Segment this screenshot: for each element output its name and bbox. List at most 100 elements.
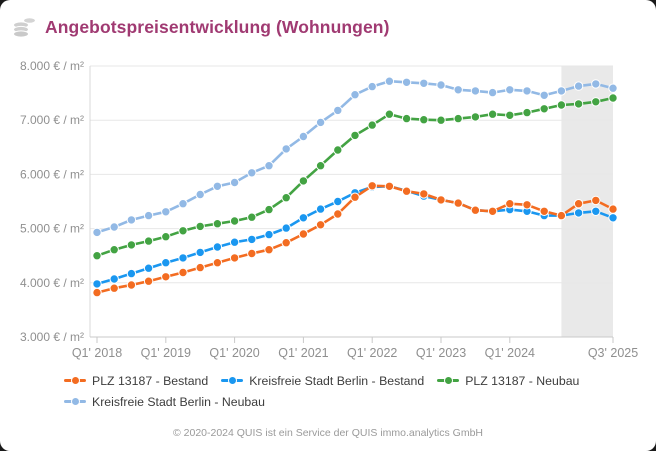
- data-point: [229, 177, 240, 188]
- x-axis-label: Q1' 2022: [347, 346, 397, 360]
- data-point: [178, 226, 188, 236]
- legend-marker: [437, 376, 460, 386]
- data-point: [505, 199, 515, 209]
- legend-marker: [64, 397, 86, 407]
- data-point: [333, 105, 343, 116]
- data-point: [384, 181, 395, 192]
- data-point: [195, 262, 205, 273]
- data-point: [522, 107, 532, 118]
- data-point: [298, 176, 309, 186]
- legend-marker: [221, 376, 244, 386]
- data-point: [573, 208, 584, 218]
- data-point: [401, 77, 412, 88]
- data-point: [195, 247, 205, 258]
- data-point: [229, 237, 240, 247]
- legend-item-4[interactable]: Kreisfreie Stadt Berlin - Neubau: [64, 395, 265, 409]
- data-point: [161, 272, 171, 282]
- data-point: [247, 212, 257, 222]
- data-point: [401, 186, 412, 196]
- legend-label: Kreisfreie Stadt Berlin - Neubau: [92, 394, 265, 409]
- data-point: [161, 258, 171, 268]
- data-point: [315, 117, 326, 128]
- x-axis-label: Q1' 2024: [485, 346, 535, 360]
- data-point: [247, 234, 257, 245]
- data-point: [143, 276, 154, 286]
- data-point: [195, 221, 205, 232]
- data-point: [556, 100, 567, 110]
- data-point: [487, 109, 498, 119]
- data-point: [161, 207, 171, 217]
- data-point: [401, 113, 412, 124]
- data-point: [298, 213, 309, 223]
- chart-legend: PLZ 13187 - Bestand Kreisfreie Stadt Berl…: [64, 372, 652, 414]
- data-point: [333, 196, 343, 207]
- data-point: [315, 204, 326, 214]
- legend-item-1[interactable]: PLZ 13187 - Bestand: [64, 374, 208, 388]
- price-trend-chart[interactable]: 3.000 € / m² 4.000 € / m² 5.000 € / m² 6.00…: [0, 0, 656, 370]
- data-point: [591, 195, 601, 206]
- legend-item-3[interactable]: PLZ 13187 - Neubau: [437, 374, 579, 388]
- data-point: [109, 274, 119, 284]
- data-point: [109, 245, 119, 255]
- data-point: [556, 210, 567, 221]
- data-point: [350, 192, 360, 202]
- data-point: [281, 144, 291, 154]
- legend-label: Kreisfreie Stadt Berlin - Bestand: [249, 373, 425, 388]
- data-point: [92, 279, 102, 289]
- legend-label: PLZ 13187 - Neubau: [465, 373, 580, 388]
- x-axis-label: Q1' 2019: [141, 346, 191, 360]
- legend-item-2[interactable]: Kreisfreie Stadt Berlin - Bestand: [221, 374, 424, 388]
- data-point: [436, 80, 446, 90]
- data-point: [92, 227, 102, 238]
- data-point: [178, 253, 188, 263]
- data-point: [367, 181, 377, 191]
- data-point: [556, 86, 567, 96]
- chart-title: Angebotspreisentwicklung (Wohnungen): [45, 16, 390, 37]
- data-point: [608, 83, 618, 93]
- data-point: [143, 210, 154, 221]
- data-point: [591, 206, 601, 217]
- y-axis-label: 8.000 € / m²: [20, 59, 84, 73]
- legend-label: PLZ 13187 - Bestand: [92, 373, 209, 388]
- data-point: [505, 110, 515, 121]
- data-point: [539, 104, 549, 114]
- data-point: [315, 220, 326, 230]
- data-point: [522, 200, 532, 210]
- data-point: [126, 268, 137, 279]
- data-point: [539, 90, 549, 101]
- data-point: [522, 86, 532, 96]
- data-point: [608, 213, 618, 223]
- data-point: [126, 215, 137, 225]
- chart-header: Angebotspreisentwicklung (Wohnungen): [12, 13, 390, 41]
- data-point: [436, 115, 446, 125]
- data-point: [384, 109, 395, 119]
- data-point: [298, 229, 309, 239]
- data-point: [212, 181, 223, 192]
- y-axis-label: 3.000 € / m²: [20, 330, 84, 344]
- data-point: [281, 223, 291, 233]
- data-point: [109, 222, 119, 232]
- data-point: [229, 216, 240, 226]
- data-point: [92, 251, 102, 261]
- y-axis-label: 5.000 € / m²: [20, 222, 84, 236]
- data-point: [505, 85, 515, 95]
- data-point: [143, 263, 154, 273]
- x-axis-label: Q1' 2021: [278, 346, 328, 360]
- data-point: [591, 79, 601, 89]
- legend-row: Kreisfreie Stadt Berlin - Neubau: [64, 393, 652, 410]
- copyright-text: © 2020-2024 QUIS ist ein Service der QUI…: [172, 427, 484, 439]
- data-point: [333, 209, 343, 219]
- data-point: [487, 87, 498, 98]
- data-point: [281, 238, 291, 248]
- data-point: [143, 236, 154, 246]
- data-point: [178, 199, 188, 209]
- data-point: [367, 81, 377, 92]
- x-axis-label: Q1' 2020: [209, 346, 259, 360]
- data-point: [608, 204, 618, 214]
- data-point: [573, 199, 584, 209]
- data-point: [264, 204, 274, 215]
- data-point: [315, 161, 326, 171]
- data-point: [126, 280, 137, 290]
- data-point: [229, 253, 240, 263]
